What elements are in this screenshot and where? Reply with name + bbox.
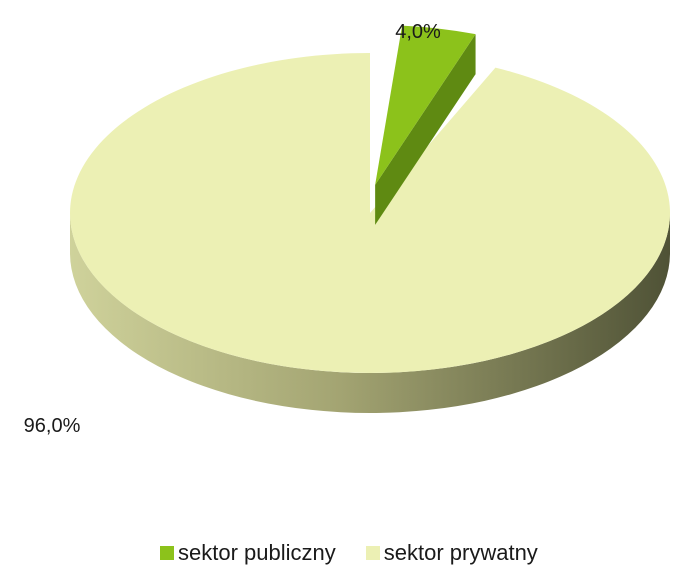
slice-side-sektor-prywatny	[70, 213, 670, 413]
slice-wall-sektor-publiczny	[375, 34, 476, 225]
legend-item-sektor-prywatny: sektor prywatny	[365, 540, 538, 566]
legend-label-sektor-publiczny: sektor publiczny	[178, 540, 336, 565]
legend-label-sektor-prywatny: sektor prywatny	[383, 540, 538, 565]
legend-item-sektor-publiczny: sektor publiczny	[160, 540, 336, 566]
pie-chart: 4,0% 96,0%	[24, 21, 671, 437]
slice-sektor-prywatny	[70, 53, 671, 373]
data-label-sektor-prywatny: 96,0%	[24, 415, 81, 437]
data-label-sektor-publiczny: 4,0%	[395, 21, 441, 43]
legend-swatch-sektor-publiczny	[160, 546, 174, 560]
legend-swatch-sektor-prywatny	[365, 546, 380, 560]
slice-sektor-publiczny	[375, 25, 476, 185]
legend: sektor publiczny sektor prywatny	[160, 540, 538, 566]
